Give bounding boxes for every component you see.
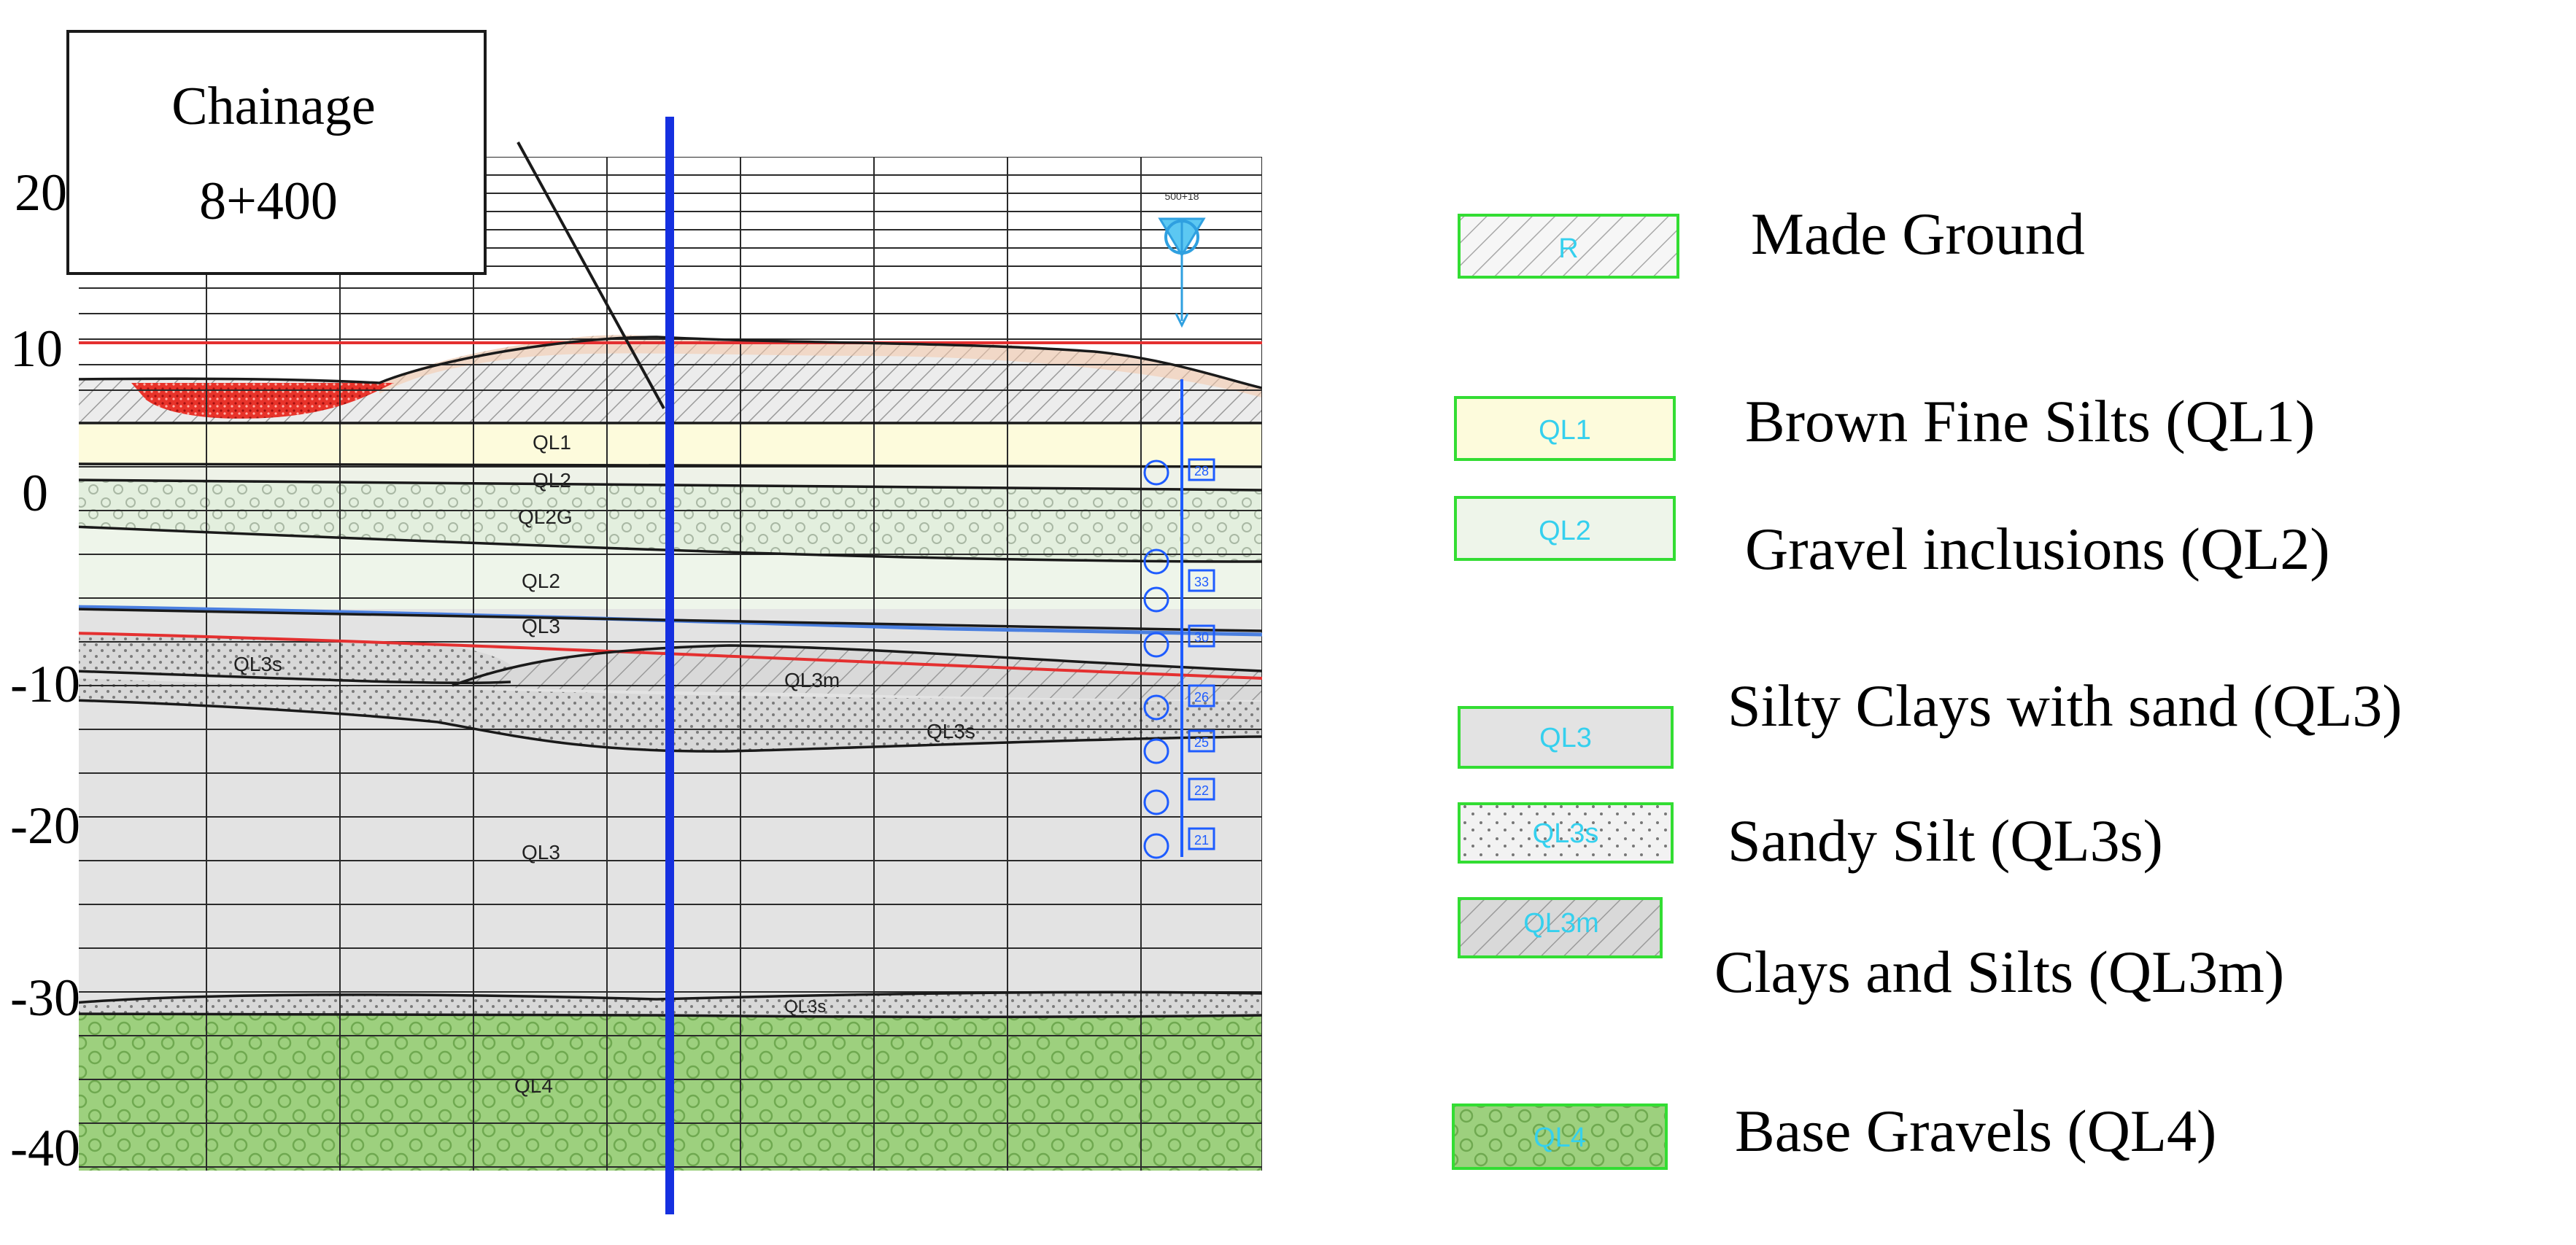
legend-item-ql3: QL3 Silty Clays with sand (QL3)	[1458, 672, 2402, 769]
borehole-reading-2: 33	[1194, 575, 1209, 589]
y-axis: 20 10 0 -10 -20 -30 -40	[10, 163, 80, 1177]
layer-label-ql2g: QL2G	[518, 505, 573, 528]
y-label-10: 10	[10, 319, 63, 378]
borehole-reading-1: 28	[1194, 464, 1209, 478]
borehole-label: 500+18	[1164, 190, 1199, 202]
legend-swatch-ql3m	[1458, 897, 1663, 958]
legend-item-ql3s: QL3s Sandy Silt (QL3s)	[1458, 802, 2163, 874]
legend-label-ql3s: Sandy Silt (QL3s)	[1728, 807, 2163, 874]
chainage-callout-box: Chainage 8+400	[66, 30, 487, 275]
legend-label-ql3m: Clays and Silts (QL3m)	[1714, 939, 2284, 1005]
y-label-minus-20: -20	[10, 796, 80, 855]
borehole-reading-7: 21	[1194, 833, 1209, 848]
legend-item-ql2: QL2 Gravel inclusions (QL2)	[1454, 496, 2330, 582]
borehole-marker-icon	[1158, 217, 1206, 257]
chainage-leader-line	[517, 141, 665, 409]
legend-swatch-ql3s	[1458, 802, 1674, 864]
borehole-reading-4: 26	[1194, 690, 1209, 705]
y-label-minus-10: -10	[10, 655, 80, 713]
layer-label-ql1: QL1	[533, 431, 571, 454]
legend-swatch-ql1	[1454, 396, 1676, 461]
chainage-value: 8+400	[199, 171, 338, 231]
legend-code-ql3m: QL3m	[1523, 908, 1598, 939]
chainage-tick-right: 8+400	[865, 1172, 894, 1184]
legend-swatch-ql3	[1458, 706, 1674, 769]
legend-item-ql3m: QL3m Clays and Silts (QL3m)	[1458, 897, 2284, 1005]
layer-label-ql3m: QL3m	[784, 669, 840, 691]
chainage-title: Chainage	[171, 77, 375, 136]
layer-label-ql3s-mid: QL3s	[927, 720, 975, 742]
y-label-minus-40: -40	[10, 1119, 80, 1177]
legend-code-ql1: QL1	[1539, 415, 1591, 446]
layer-label-ql4: QL4	[514, 1074, 553, 1097]
layer-label-ql2-top: QL2	[533, 469, 571, 492]
blue-boundary-line	[73, 605, 1262, 637]
legend-swatch-ql2	[1454, 496, 1676, 561]
legend-swatch-made-ground	[1458, 214, 1679, 279]
red-level-line-lower	[73, 632, 1262, 680]
layer-label-ql3s-left: QL3s	[233, 653, 282, 675]
y-label-minus-30: -30	[10, 969, 80, 1027]
borehole-reading-6: 22	[1194, 783, 1209, 798]
legend-code-ql4: QL4	[1533, 1122, 1586, 1153]
legend-label-ql2: Gravel inclusions (QL2)	[1745, 516, 2330, 582]
legend-swatch-ql4	[1452, 1104, 1668, 1170]
layer-label-ql3-main: QL3	[522, 841, 560, 864]
borehole-reading-5: 25	[1194, 735, 1209, 750]
borehole-log: 500+18 28 33 30 26 25 22 21	[1143, 190, 1215, 859]
legend-code-ql3: QL3	[1539, 723, 1592, 753]
legend-item-ql4: QL4 Base Gravels (QL4)	[1452, 1098, 2216, 1170]
legend-item-ql1: QL1 Brown Fine Silts (QL1)	[1454, 388, 2315, 461]
y-label-0: 0	[22, 464, 48, 522]
ql3m-layer	[452, 645, 1262, 700]
borehole-reading-3: 30	[1194, 630, 1209, 645]
layer-label-ql3s-bottom: QL3s	[784, 997, 826, 1017]
legend-code-made-ground: R	[1558, 233, 1578, 264]
y-label-20: 20	[15, 163, 67, 222]
made-ground-red-pocket	[131, 383, 394, 419]
legend: R Made Ground QL1 Brown Fine Silts (QL1)…	[1452, 201, 2402, 1170]
layer-label-ql3-thin: QL3	[522, 615, 560, 637]
legend-label-made-ground: Made Ground	[1751, 201, 2085, 267]
ql3s-left-lens	[73, 635, 517, 683]
legend-code-ql3s: QL3s	[1533, 818, 1599, 849]
legend-label-ql4: Base Gravels (QL4)	[1735, 1098, 2216, 1164]
layer-label-ql2-low: QL2	[522, 570, 560, 592]
legend-label-ql1: Brown Fine Silts (QL1)	[1745, 388, 2315, 454]
legend-item-made-ground: R Made Ground	[1458, 201, 2085, 279]
legend-code-ql2: QL2	[1539, 516, 1591, 546]
chainage-tick-left: 8+300	[193, 1172, 223, 1184]
legend-label-ql3: Silty Clays with sand (QL3)	[1728, 672, 2402, 739]
